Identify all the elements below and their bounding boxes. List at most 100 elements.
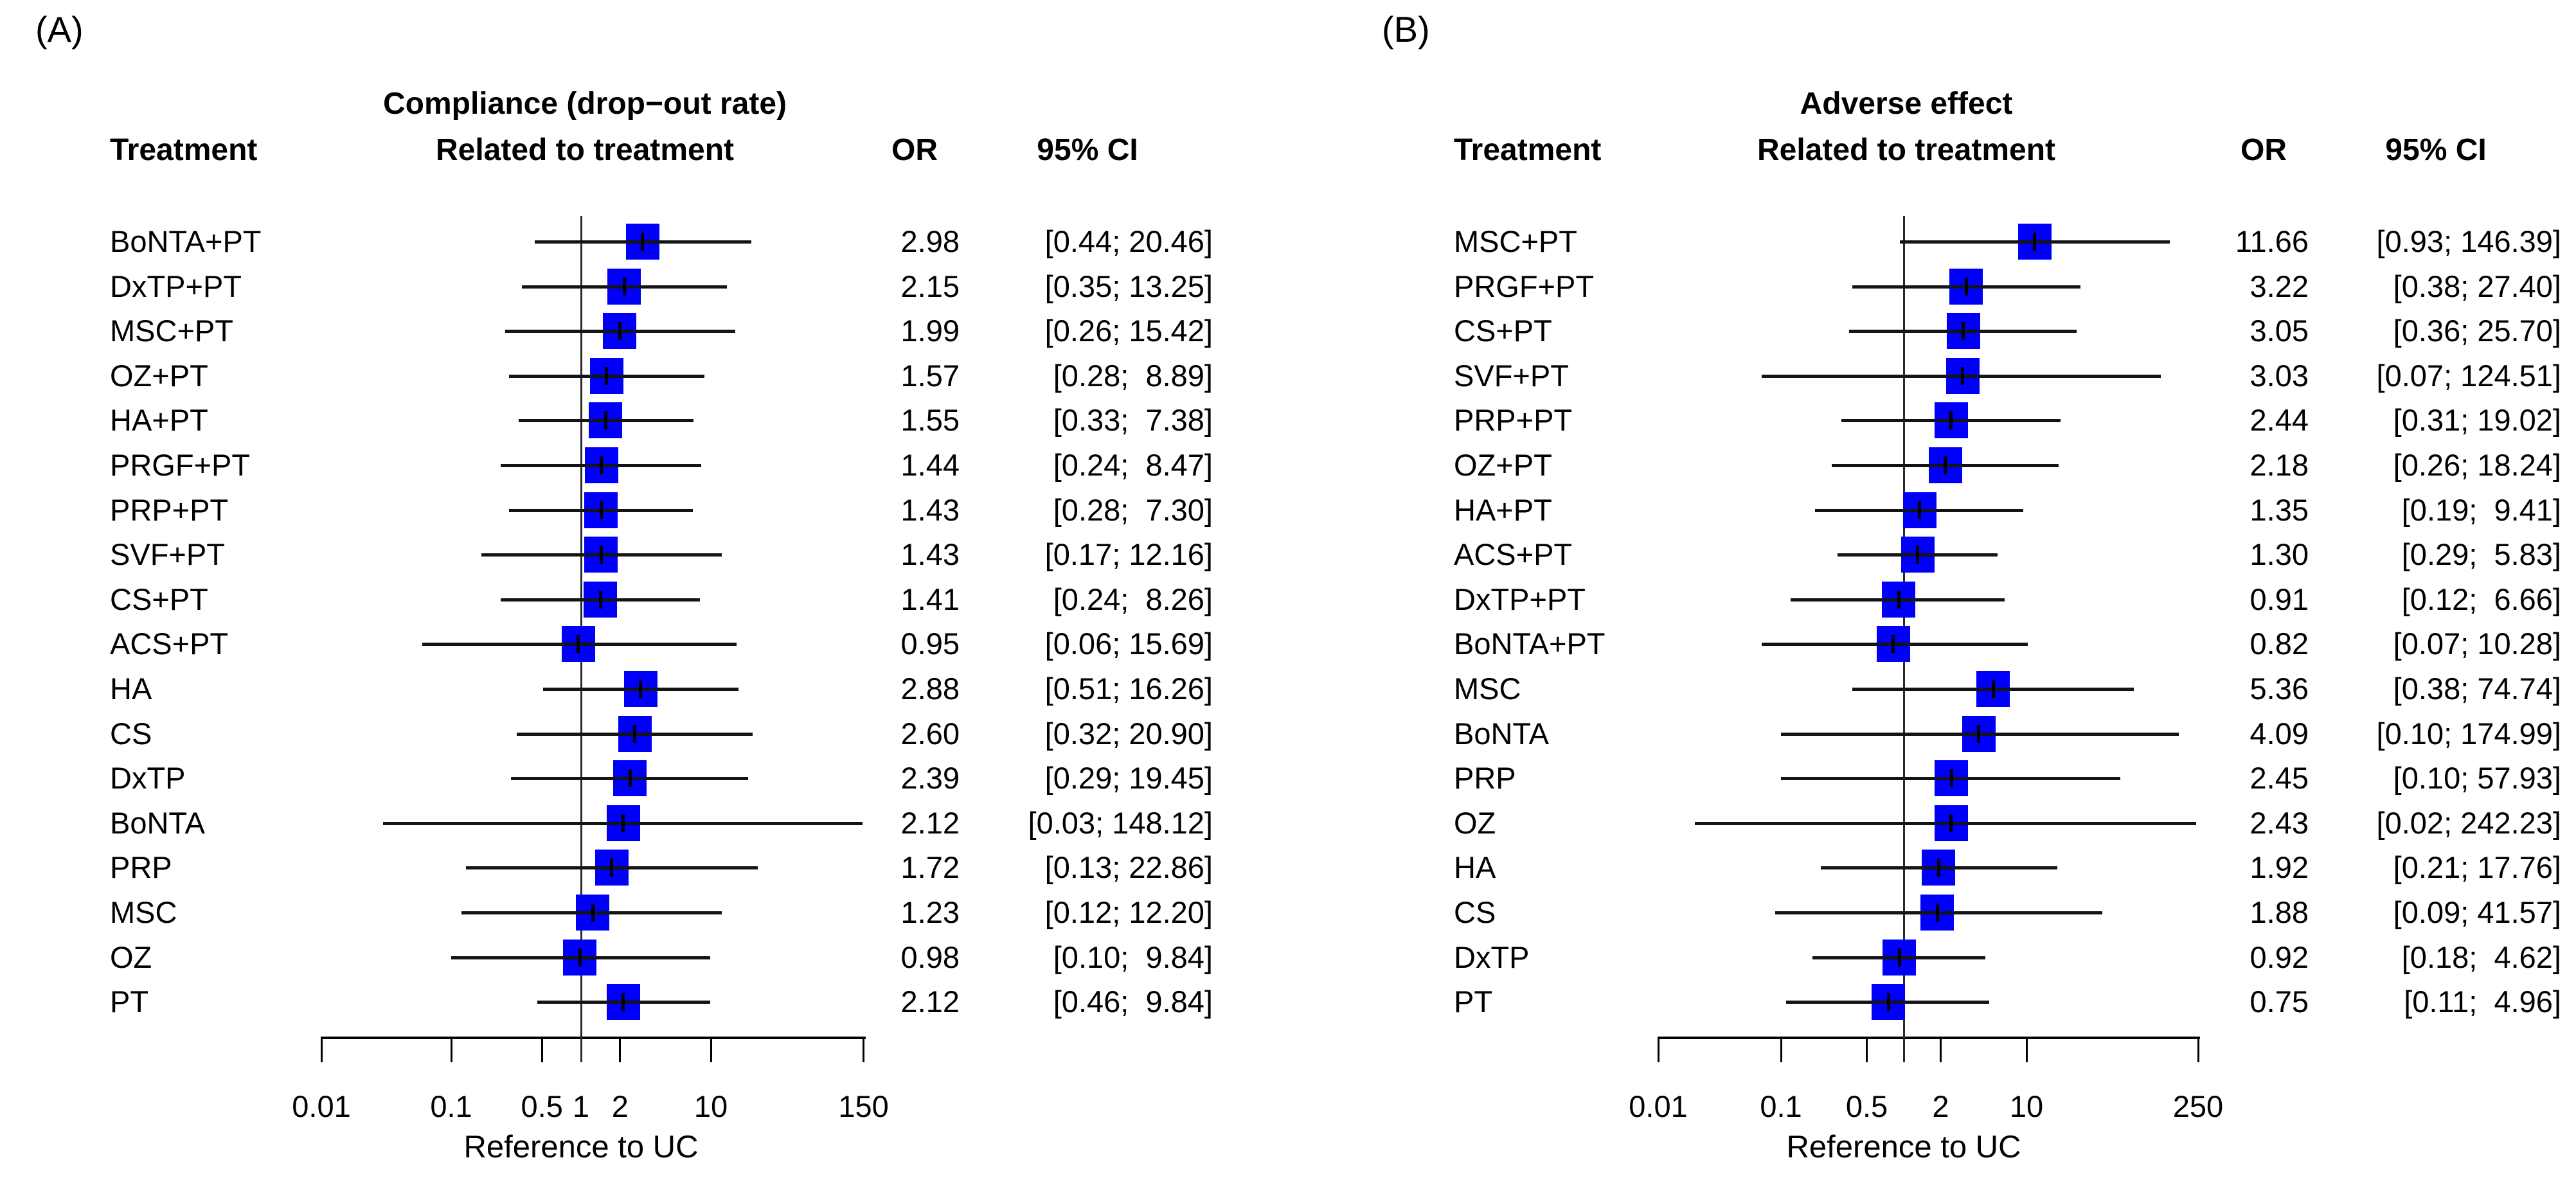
or-value: 1.57 [900,358,960,393]
or-value: 2.44 [2250,403,2309,438]
treatment-label: OZ+PT [1454,448,1552,482]
marker-plus [591,904,595,922]
marker-plus [1916,546,1920,564]
or-value: 1.44 [900,448,960,482]
ci-value: [0.24; 8.47] [1053,448,1213,482]
ci-value: [0.10; 57.93] [2393,761,2561,796]
treatment-label: MSC+PT [1454,224,1577,258]
marker-plus [1936,859,1940,877]
marker-plus [618,322,622,341]
panel-b: (B) Adverse effect Related to treatment … [1288,0,2576,1185]
or-value: 11.66 [2235,224,2309,258]
marker-plus [578,948,582,967]
or-value: 1.23 [900,895,960,929]
treatment-label: MSC [1454,672,1521,706]
column-header-ci: 95% CI [2385,133,2487,167]
treatment-label: ACS+PT [110,627,229,661]
ci-value: [0.11; 4.96] [2404,985,2561,1019]
or-value: 2.15 [900,269,960,303]
or-value: 3.05 [2250,314,2309,348]
or-value: 0.98 [900,940,960,974]
ci-value: [0.35; 13.25] [1044,269,1213,303]
ci-value: [0.32; 20.90] [1044,716,1213,751]
or-value: 2.88 [900,672,960,706]
treatment-label: HA [1454,850,1496,885]
ci-value: [0.51; 16.26] [1044,672,1213,706]
or-value: 4.09 [2250,716,2309,751]
axis-tick-label: 0.1 [1760,1089,1802,1123]
treatment-label: MSC+PT [110,314,233,348]
marker-plus [610,859,614,877]
ci-value: [0.02; 242.23] [2376,805,2561,840]
or-value: 1.30 [2250,537,2309,572]
ci-value: [0.26; 15.42] [1044,314,1213,348]
treatment-label: DxTP+PT [1454,582,1586,616]
panel-label-b: (B) [1382,9,1430,49]
marker-plus [604,411,607,430]
marker-plus [598,590,602,609]
ci-whisker [1695,821,2197,825]
ci-value: [0.12; 6.66] [2401,582,2561,616]
or-value: 5.36 [2250,672,2309,706]
plot-area-a: BoNTA+PT 2.98 [0.44; 20.46] DxTP+PT 2.15 [0.3… [110,216,1213,1123]
axis-tick-label: 250 [2172,1089,2224,1123]
or-value: 0.92 [2250,940,2309,974]
axis-tick [1866,1037,1868,1062]
axis-tick-label: 10 [2009,1089,2044,1123]
marker-plus [1944,456,1947,474]
treatment-label: ACS+PT [1454,537,1573,572]
axis-tick-label: 1 [572,1089,590,1123]
or-value: 1.99 [900,314,960,348]
ci-value: [0.06; 15.69] [1044,627,1213,661]
marker-plus [1961,366,1965,385]
x-axis-line [1658,1037,2200,1039]
marker-plus [1949,411,1953,430]
marker-plus [1935,904,1939,922]
or-value: 2.45 [2250,761,2309,796]
axis-tick [541,1037,543,1062]
marker-plus [1949,769,1953,788]
treatment-label: BoNTA [110,805,205,840]
or-value: 2.60 [900,716,960,751]
marker-plus [2033,233,2037,251]
axis-tick-label: 2 [1932,1089,1949,1123]
ci-value: [0.07; 10.28] [2393,627,2561,661]
axis-tick-label: 2 [611,1089,629,1123]
axis-tick [863,1037,865,1062]
or-value: 1.43 [900,537,960,572]
axis-tick [1780,1037,1782,1062]
treatment-label: HA+PT [1454,492,1552,527]
treatment-label: BoNTA [1454,716,1549,751]
x-axis-label-b: Reference to UC [1786,1130,2021,1164]
treatment-label: BoNTA+PT [110,224,262,258]
ci-value: [0.07; 124.51] [2376,358,2561,393]
ci-value: [0.19; 9.41] [2401,492,2561,527]
treatment-label: PRP [110,850,172,885]
ci-whisker [1762,643,2028,646]
marker-plus [599,546,603,564]
ci-value: [0.44; 20.46] [1044,224,1213,258]
plot-area-b: MSC+PT 11.66 [0.93; 146.39] PRGF+PT 3.22 [0.3… [1288,0,2576,1185]
ci-value: [0.46; 9.84] [1053,985,1213,1019]
ci-value: [0.38; 27.40] [2393,269,2561,303]
treatment-label: CS+PT [110,582,208,616]
axis-tick [2025,1037,2028,1062]
treatment-label: DxTP [110,761,186,796]
panel-a-subtitle: Related to treatment [435,133,735,167]
ci-value: [0.28; 8.89] [1053,358,1213,393]
panel-a-title: Compliance (drop−out rate) [382,87,787,121]
or-value: 1.92 [2250,850,2309,885]
treatment-label: PRP [1454,761,1516,796]
axis-tick [450,1037,452,1062]
ci-value: [0.24; 8.26] [1053,582,1213,616]
x-axis-line [321,1037,866,1039]
ci-value: [0.13; 22.86] [1044,850,1213,885]
or-value: 3.22 [2250,269,2309,303]
treatment-label: SVF+PT [110,537,225,572]
marker-plus [628,769,632,788]
panel-a: (A) Compliance (drop−out rate) Related t… [35,9,1213,1164]
ci-value: [0.38; 74.74] [2393,672,2561,706]
marker-plus [641,233,645,251]
column-header-or: OR [2241,133,2287,167]
ci-value: [0.18; 4.62] [2401,940,2561,974]
